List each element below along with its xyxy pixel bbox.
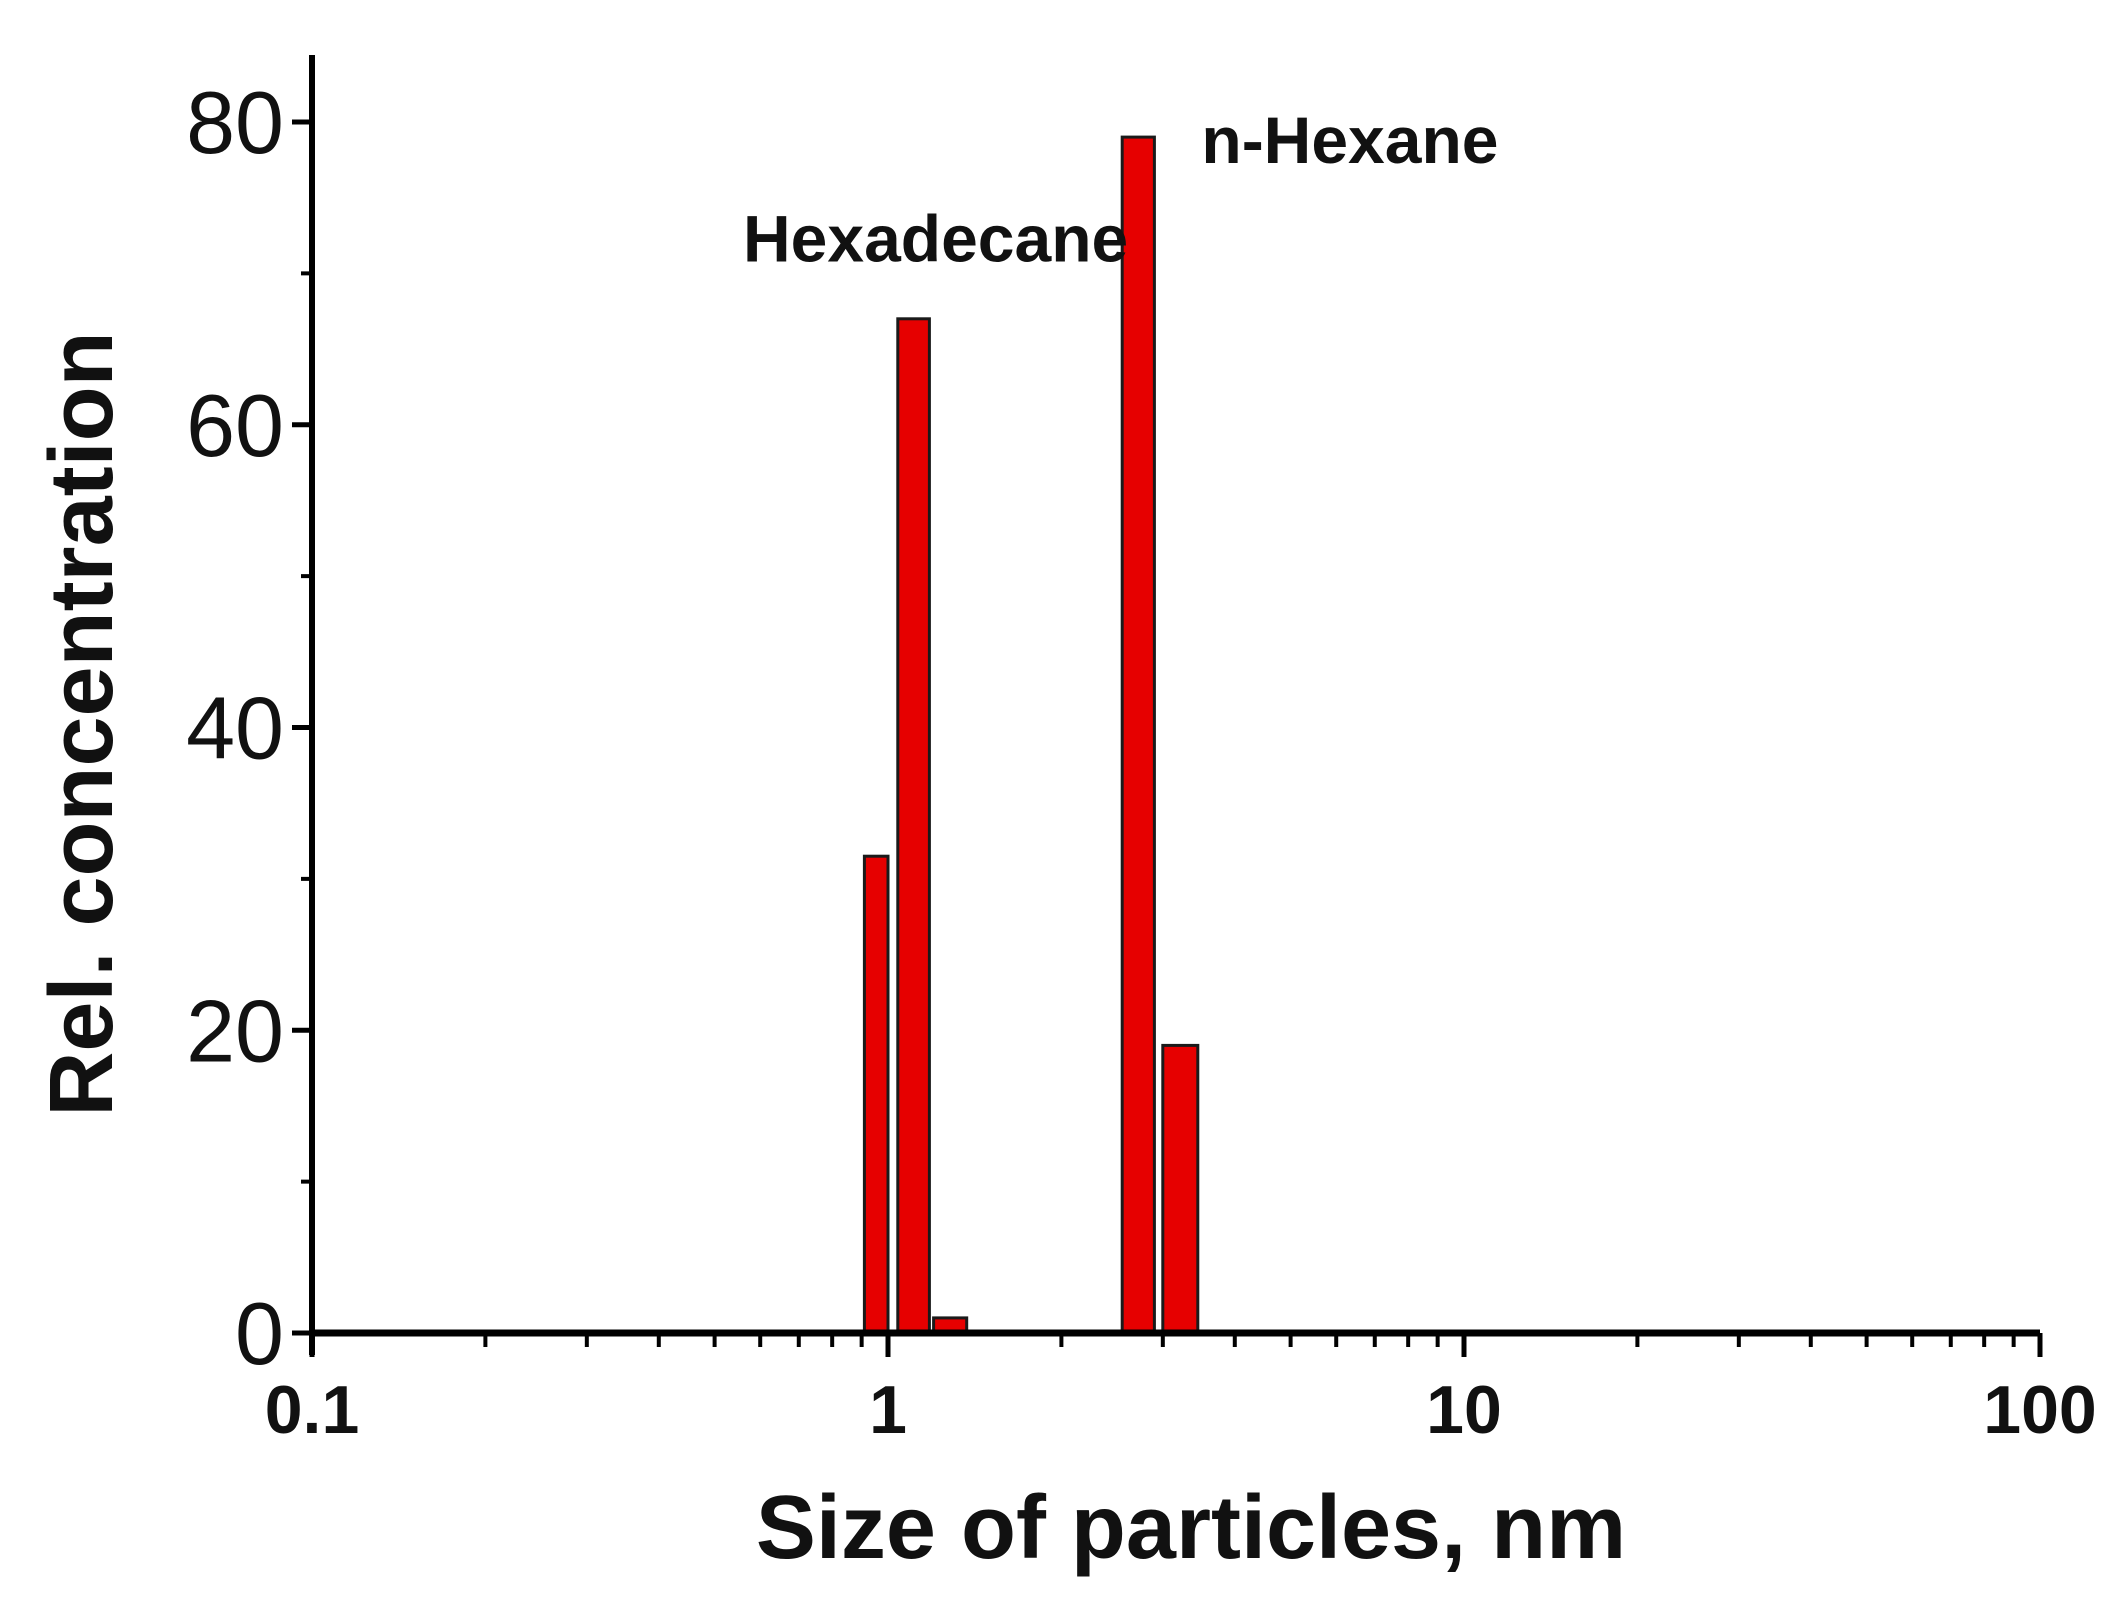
y-tick-label-40: 40 <box>186 679 284 778</box>
tick-labels: 0 20 40 60 80 0.1 1 10 100 <box>186 73 2097 1448</box>
y-tick-label-20: 20 <box>186 981 284 1080</box>
bar-2 <box>896 317 931 1335</box>
y-tick-label-80: 80 <box>186 73 284 172</box>
x-tick-label-1: 1 <box>869 1372 907 1448</box>
y-tick-label-60: 60 <box>186 376 284 475</box>
y-axis-title: Rel. concentration <box>32 331 132 1116</box>
bar-1 <box>862 854 890 1335</box>
bars <box>862 135 1200 1335</box>
x-tick-label-10: 10 <box>1426 1372 1502 1448</box>
x-tick-label-100: 100 <box>1983 1372 2096 1448</box>
bar-5 <box>1161 1043 1200 1335</box>
tick-marks <box>292 119 2043 1357</box>
annotations: Hexadecane n-Hexane <box>743 103 1499 275</box>
annotation-1: Hexadecane <box>743 201 1128 275</box>
y-tick-label-0: 0 <box>235 1284 284 1383</box>
x-tick-label-0.1: 0.1 <box>265 1372 360 1448</box>
x-axis-title: Size of particles, nm <box>756 1478 1626 1578</box>
bar-4 <box>1120 135 1156 1335</box>
annotation-2: n-Hexane <box>1201 103 1498 177</box>
